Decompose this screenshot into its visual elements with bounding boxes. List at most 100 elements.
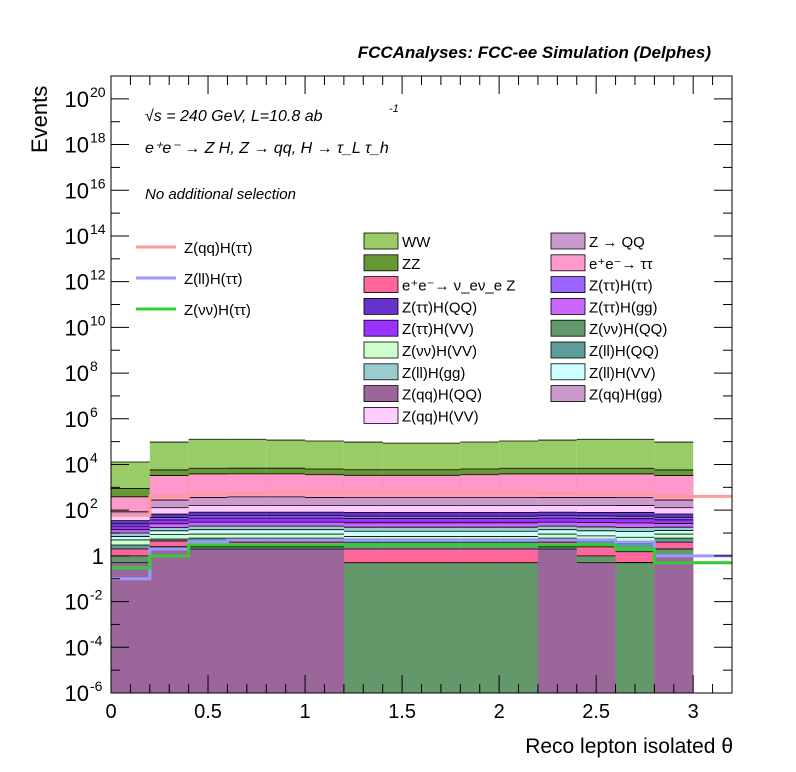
legend-label: e⁺e⁻→ ν_eν_e Z [402,278,515,295]
y-tick-label: 10 [65,224,89,249]
legend-swatch [363,276,399,294]
y-tick-exponent: 20 [90,84,106,100]
selection-annotation: No additional selection [145,186,296,203]
y-tick-label: 10 [65,407,89,432]
stack-z-qq-h-qq [111,548,694,693]
y-tick-label: 10 [65,87,89,112]
y-tick-exponent: 8 [90,358,98,374]
legend-label: Z(νν)H(QQ) [589,321,667,338]
bar-z-qq-h-qq-bin-14 [654,555,694,693]
y-tick-exponent: 14 [90,221,106,237]
signal-legend-label: Z(ll)H(ττ) [184,271,243,288]
legend-swatch [363,254,399,272]
legend-label: Z(qq)H(QQ) [402,387,482,404]
legend-entry-z-h-qq: Z(ττ)H(QQ) [363,297,477,316]
legend-entry-ww: WW [363,232,431,251]
process-annotation: e⁺e⁻ → Z H, Z → qq, H → τ_L τ_h [145,140,389,157]
bar-z-h-qq-bin-13 [615,562,655,693]
legend-label: Z(ττ)H(ττ) [589,278,653,295]
bar-z-qq-h-qq-bin-12 [576,562,616,693]
y-tick-exponent: 16 [90,175,106,191]
legend-entry-z-qq-h-gg: Z(qq)H(gg) [550,385,662,404]
y-tick-label: 10 [65,681,89,706]
legend-label: ZZ [402,256,420,273]
legend-entry-z-qq: Z → QQ [550,232,645,251]
bar-z-qq-h-qq-bin-1 [149,549,189,693]
legend-swatch [363,363,399,381]
legend-entry-z-h-gg: Z(ττ)H(gg) [550,297,658,316]
legend-entry-z-h-qq: Z(νν)H(QQ) [550,319,667,338]
bar-z-h-qq-bin-10 [499,562,538,693]
y-tick-exponent: 2 [90,495,98,511]
x-axis-ticks: 0 0.5 1 1.5 2 2.5 3 [105,76,733,723]
legend-label: Z(ll)H(QQ) [589,343,659,360]
legend-entry-z-h-vv: Z(νν)H(VV) [363,341,477,360]
legend-swatch [363,385,399,403]
signal-legend-entry-z-h: Z(νν)H(ττ) [136,302,251,319]
y-tick-label: 10 [65,315,89,340]
y-tick-exponent: -2 [90,587,103,603]
y-axis-label: Events [27,86,52,153]
bar-z-qq-h-qq-bin-4 [266,549,306,693]
signal-legend-label: Z(qq)H(ττ) [184,240,253,257]
legend-label: Z(ll)H(gg) [402,365,465,382]
bar-z-qq-h-qq-bin-0 [111,562,150,693]
signal-legend-entry-z-ll-h: Z(ll)H(ττ) [136,271,243,288]
legend-entry-zz: ZZ [363,254,420,273]
legend-label: Z(qq)H(gg) [589,387,662,404]
legend-label: Z(ττ)H(QQ) [402,299,477,316]
y-tick-exponent: 18 [90,130,106,146]
legend-label: WW [402,234,431,251]
legend-swatch [363,341,399,359]
x-tick-label: 0 [105,701,116,723]
legend-entry-e-e: e⁺e⁻→ ττ [550,254,653,273]
energy-text: √s = 240 GeV, L=10.8 ab [145,108,323,125]
x-tick-label: 3 [688,701,699,723]
stacked-histograms [111,438,694,693]
x-axis-label: Reco lepton isolated θ [525,735,733,758]
legend-swatch [363,406,399,424]
legend-swatch [550,232,586,250]
legend-label: Z(ττ)H(gg) [589,299,658,316]
y-tick-label: 1 [92,544,104,569]
bar-z-h-qq-bin-7 [382,562,422,693]
y-tick-exponent: 12 [90,267,106,283]
legend-entry-z-h: Z(ττ)H(ττ) [550,276,653,295]
legend-entry-z-ll-h-vv: Z(ll)H(VV) [550,363,656,382]
legend-entry-z-qq-h-qq: Z(qq)H(QQ) [363,385,482,404]
signal-line-z-h [111,543,732,570]
legend-entry-z-ll-h-qq: Z(ll)H(QQ) [550,341,659,360]
x-tick-label: 2.5 [582,701,610,723]
legend-swatch [363,232,399,250]
y-tick-label: 10 [65,590,89,615]
y-tick-label: 10 [65,498,89,523]
legend-swatch [550,319,586,337]
legend-swatch [550,341,586,359]
bar-z-qq-h-qq-bin-5 [305,549,344,693]
energy-annotation: √s = 240 GeV, L=10.8 ab -1 [145,103,399,125]
x-tick-label: 1.5 [388,701,416,723]
bar-z-h-qq-bin-6 [343,562,383,693]
legend-swatch [550,297,586,315]
x-tick-label: 1 [300,701,311,723]
chart-title: FCCAnalyses: FCC-ee Simulation (Delphes) [358,43,712,62]
luminosity-exponent: -1 [389,103,399,115]
signal-histograms [111,490,732,581]
bar-z-qq-h-qq-bin-11 [537,549,577,693]
legend-entry-e-e-e-e-z: e⁺e⁻→ ν_eν_e Z [363,276,515,295]
legend-entry-z-ll-h-gg: Z(ll)H(gg) [363,363,465,382]
bar-z-qq-h-qq-bin-3 [227,549,267,693]
y-tick-exponent: -4 [90,632,103,648]
y-tick-label: 10 [65,361,89,386]
y-tick-exponent: 4 [90,449,98,465]
y-tick-label: 10 [65,635,89,660]
legend-label: Z(ττ)H(VV) [402,321,474,338]
bar-z-qq-h-qq-bin-2 [188,549,228,693]
y-tick-label: 10 [65,270,89,295]
x-tick-label: 0.5 [194,701,222,723]
legend-swatch [363,297,399,315]
y-tick-exponent: 6 [90,404,98,420]
legend-label: Z(νν)H(VV) [402,343,477,360]
